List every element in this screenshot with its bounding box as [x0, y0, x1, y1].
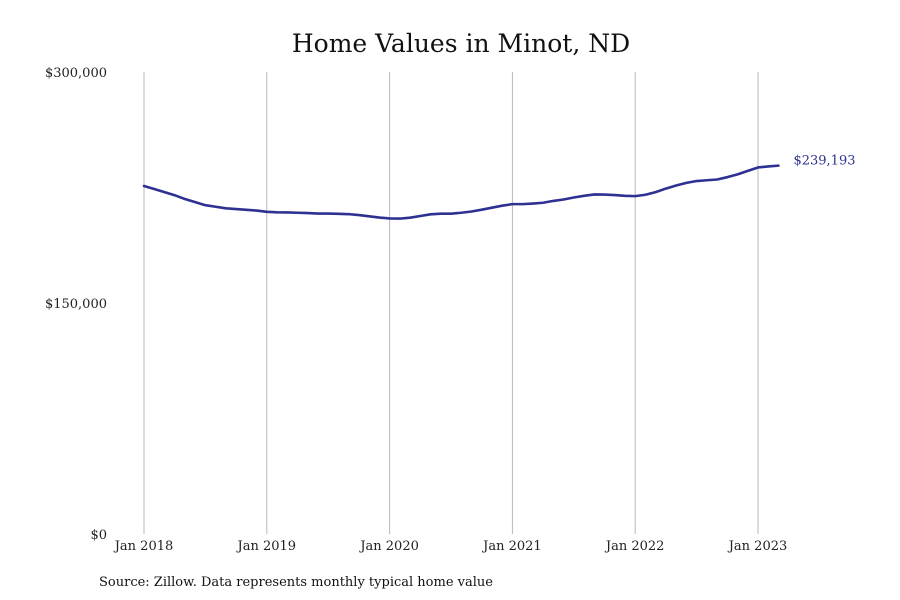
x-tick-label: Jan 2019: [236, 539, 297, 554]
x-tick-label: Jan 2022: [604, 539, 665, 554]
chart-title: Home Values in Minot, ND: [292, 29, 630, 58]
y-tick-label: $0: [90, 528, 107, 543]
y-tick-label: $150,000: [45, 297, 107, 312]
x-axis: Jan 2018 Jan 2019 Jan 2020 Jan 2021 Jan 2022…: [113, 539, 788, 554]
source-note: Source: Zillow. Data represents monthly …: [99, 575, 493, 590]
x-tick-label: Jan 2023: [727, 539, 788, 554]
x-tick-label: Jan 2020: [358, 539, 419, 554]
series-group: $239,193: [142, 154, 855, 220]
y-tick-label: $300,000: [45, 66, 107, 81]
x-tick-label: Jan 2018: [113, 539, 174, 554]
grid-lines: [143, 72, 759, 534]
end-value-label: $239,193: [793, 154, 855, 169]
y-axis: $0 $150,000 $300,000: [45, 66, 107, 543]
x-tick-label: Jan 2021: [481, 539, 542, 554]
series-line: [142, 164, 780, 220]
